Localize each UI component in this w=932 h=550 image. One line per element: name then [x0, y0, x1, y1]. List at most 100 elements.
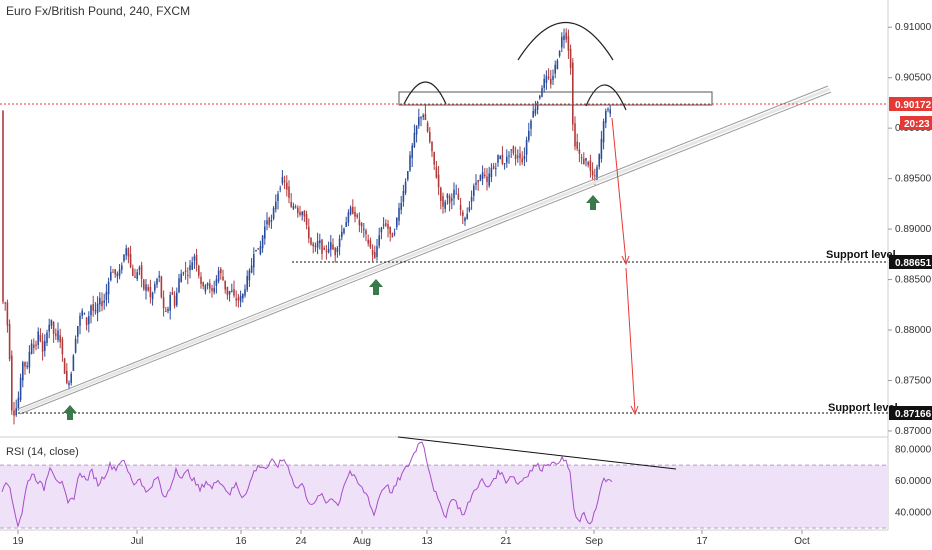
ascending-trendline: [17, 85, 832, 415]
candle: [598, 153, 600, 170]
candle: [565, 28, 567, 43]
candle: [517, 149, 519, 163]
candle: [543, 74, 545, 93]
candle: [393, 228, 396, 237]
candle: [101, 292, 103, 312]
candle: [182, 271, 185, 276]
candle: [600, 130, 603, 163]
rsi-divergence-line: [397, 436, 677, 470]
candle: [435, 160, 438, 179]
arrow-up-icon: [369, 279, 383, 295]
candle: [74, 335, 77, 354]
candle: [165, 307, 167, 313]
candle: [451, 193, 453, 210]
candle: [501, 146, 504, 166]
candle: [347, 209, 350, 227]
candle: [536, 100, 539, 115]
candle: [358, 212, 361, 233]
candle: [330, 234, 332, 257]
candle: [389, 226, 391, 242]
candle: [418, 108, 420, 129]
candle: [415, 125, 418, 143]
candle: [453, 182, 455, 206]
candle: [224, 280, 226, 294]
candle: [380, 226, 383, 240]
candle: [112, 268, 114, 273]
candle: [202, 281, 204, 290]
candle: [118, 263, 121, 280]
candle: [237, 294, 240, 308]
candle: [338, 234, 341, 256]
candle: [299, 205, 301, 217]
candle: [114, 269, 116, 278]
candle: [352, 199, 354, 215]
candle: [70, 371, 72, 386]
candle: [143, 278, 145, 291]
rsi-tick-label: 60.0000: [895, 476, 932, 487]
candle: [371, 244, 374, 262]
candle: [327, 241, 330, 254]
candle: [37, 327, 39, 350]
candle: [215, 275, 218, 294]
candle: [213, 280, 215, 295]
candle: [55, 328, 57, 340]
candle: [550, 69, 552, 89]
candle: [547, 68, 550, 81]
candle: [277, 190, 279, 210]
candle: [561, 32, 563, 52]
candle: [154, 281, 156, 294]
price-tick-label: 0.88000: [895, 325, 932, 336]
candle: [530, 119, 532, 137]
candle: [495, 162, 497, 177]
time-tick-label: 13: [421, 536, 433, 547]
candle: [171, 287, 174, 296]
candle: [52, 321, 55, 343]
candle: [145, 279, 147, 300]
candle: [8, 319, 11, 362]
candle: [123, 254, 125, 263]
candle: [244, 284, 246, 298]
candle: [398, 202, 400, 226]
candle: [345, 216, 347, 227]
candle: [532, 105, 534, 118]
candle: [367, 234, 369, 247]
candle: [558, 50, 561, 58]
candle: [321, 238, 323, 260]
candle: [385, 219, 387, 228]
candle: [217, 266, 220, 284]
candle: [19, 373, 22, 403]
candle: [222, 269, 224, 281]
candle: [363, 222, 365, 238]
rsi-tick-label: 40.0000: [895, 507, 932, 518]
candle: [446, 193, 449, 205]
candle: [325, 244, 328, 260]
candle: [250, 258, 253, 274]
candle: [308, 218, 310, 244]
candle: [94, 302, 97, 315]
candle: [591, 162, 594, 181]
candle: [312, 241, 314, 254]
candle: [349, 205, 352, 216]
candle: [72, 354, 75, 372]
rsi-label: RSI (14, close): [6, 446, 79, 458]
candle: [319, 233, 321, 250]
candle: [26, 361, 28, 370]
candle: [376, 238, 378, 261]
candle: [261, 234, 264, 253]
candle: [396, 217, 398, 231]
candle: [257, 248, 259, 250]
candle: [442, 192, 444, 214]
candle: [444, 199, 446, 213]
candle: [323, 245, 325, 251]
candle: [523, 147, 526, 167]
candle: [48, 318, 50, 339]
candle: [235, 290, 237, 307]
candle: [506, 149, 508, 168]
candle: [184, 261, 187, 280]
candle: [81, 308, 83, 320]
candle: [360, 221, 363, 233]
candle: [508, 151, 510, 164]
candle: [499, 155, 501, 160]
candle: [552, 69, 554, 85]
